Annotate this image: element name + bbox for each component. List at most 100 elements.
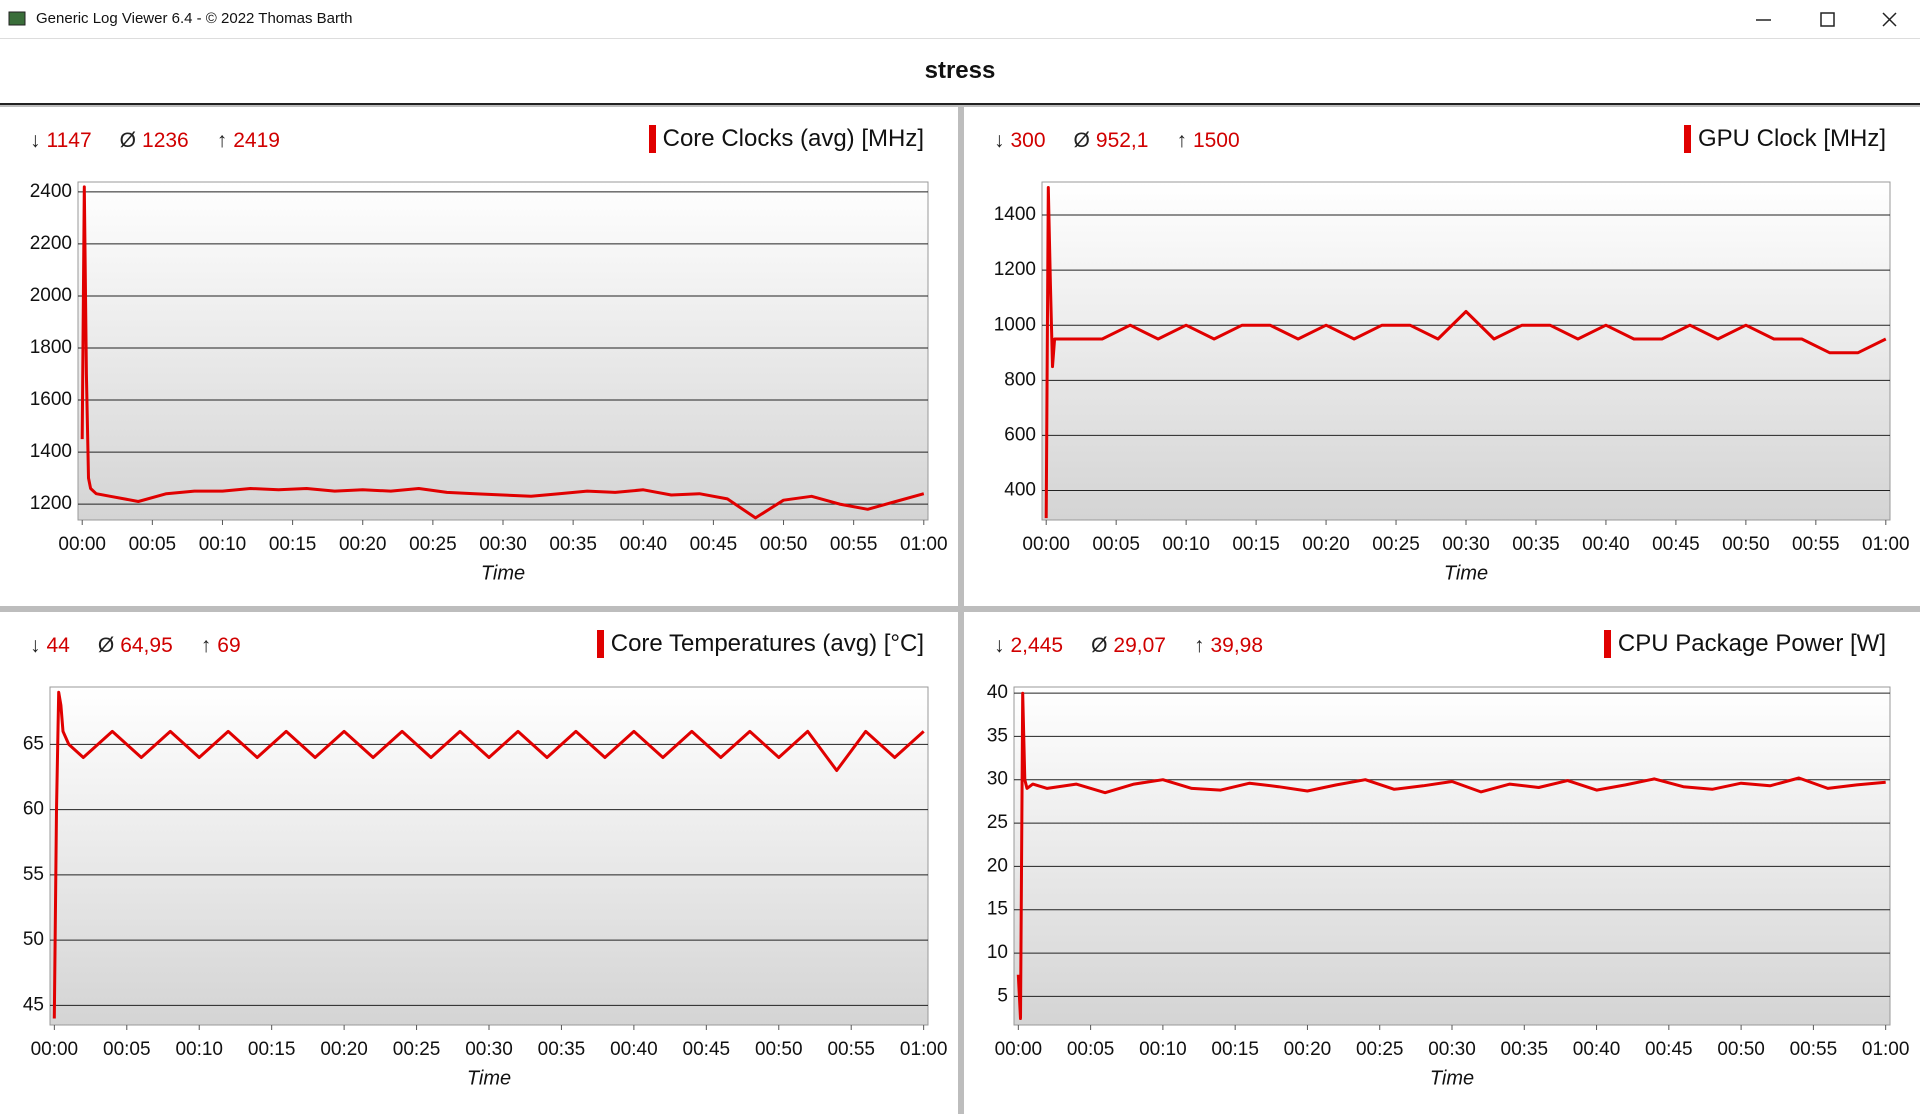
legend: Core Temperatures (avg) [°C] [596, 630, 924, 658]
x-axis-label: Time [1430, 1067, 1474, 1089]
stat: Ø 952,1 [1074, 129, 1149, 153]
x-tick-label: 00:35 [1501, 1039, 1549, 1060]
x-tick-label: 00:50 [1722, 534, 1770, 555]
x-tick-label: 00:00 [995, 1039, 1043, 1060]
plot-area [49, 686, 929, 1026]
x-tick-label: 00:15 [1211, 1039, 1259, 1060]
x-tick-label: 00:30 [1442, 534, 1490, 555]
title-bar-icons [8, 11, 1897, 27]
x-tick-label: 01:00 [1862, 534, 1910, 555]
y-tick-label: 20 [987, 855, 1008, 876]
y-tick-label: 400 [1004, 480, 1036, 501]
y-tick-label: 1800 [30, 337, 72, 358]
x-tick-label: 00:30 [1428, 1039, 1476, 1060]
x-tick-label: 00:00 [58, 534, 106, 555]
y-tick-label: 1200 [30, 493, 72, 514]
stat-value: 300 [1010, 129, 1046, 152]
x-tick-label: 00:10 [1139, 1039, 1187, 1060]
stat-symbol: Ø [1073, 129, 1090, 152]
chart: 5 10 15 20 25 30 35 40 00:00 00:05 00:10 00:15 00:20… [987, 682, 1910, 1089]
x-tick-label: 00:00 [31, 1039, 79, 1060]
y-tick-label: 55 [23, 864, 44, 885]
x-tick-label: 00:05 [103, 1039, 151, 1060]
log-header: stress [0, 39, 1920, 105]
stat-value: 1147 [46, 129, 92, 152]
stat: ↑ 39,98 [1194, 634, 1263, 658]
legend-label: GPU Clock [MHz] [1697, 125, 1886, 152]
stat: ↓ 1147 [30, 129, 92, 153]
stat: Ø 1236 [120, 129, 189, 153]
x-tick-label: 01:00 [900, 534, 948, 555]
legend-swatch [1603, 630, 1611, 658]
title-bar: Generic Log Viewer 6.4 - © 2022 Thomas B… [0, 0, 1920, 39]
x-axis-label: Time [481, 562, 525, 584]
stat-symbol: ↑ [216, 129, 228, 152]
x-tick-label: 00:35 [1512, 534, 1560, 555]
y-tick-label: 1400 [994, 204, 1036, 225]
chart: 1200 1400 1600 1800 2000 2200 2400 00:00 00:05 00… [30, 181, 948, 584]
y-tick-label: 35 [987, 725, 1008, 746]
x-tick-label: 00:40 [619, 534, 667, 555]
x-tick-label: 00:20 [1302, 534, 1350, 555]
stat-value: 1500 [1192, 129, 1240, 152]
stat-symbol: ↓ [30, 129, 41, 152]
x-tick-label: 00:25 [409, 534, 457, 555]
stat-symbol: ↑ [200, 634, 212, 657]
stat-value: 64,95 [120, 634, 173, 657]
y-tick-label: 30 [987, 769, 1008, 790]
x-tick-label: 00:45 [1645, 1039, 1693, 1060]
stat-value: 39,98 [1210, 634, 1264, 657]
stat-symbol: ↑ [1176, 129, 1187, 152]
stat-symbol: ↑ [1193, 634, 1205, 657]
x-tick-label: 00:20 [1284, 1039, 1332, 1060]
stat-symbol: ↓ [30, 634, 41, 657]
stat: ↑ 2419 [217, 129, 280, 153]
chart: 400 600 800 1000 1200 1400 00:00 00:05 00:10 00:1… [994, 181, 1910, 584]
app-icon [8, 11, 26, 26]
legend: GPU Clock [MHz] [1683, 125, 1886, 153]
x-tick-label: 01:00 [900, 1039, 948, 1060]
x-tick-label: 00:40 [610, 1039, 658, 1060]
x-tick-label: 00:50 [1717, 1039, 1765, 1060]
y-tick-label: 40 [987, 682, 1008, 703]
x-tick-label: 00:15 [269, 534, 317, 555]
log-title: stress [924, 57, 996, 84]
x-tick-label: 00:40 [1573, 1039, 1621, 1060]
legend-swatch [1683, 125, 1691, 153]
legend-swatch [648, 125, 656, 153]
x-tick-label: 00:35 [549, 534, 597, 555]
stats-row: ↓ 300 Ø 952,1 ↑ 1500 [994, 129, 1240, 153]
x-tick-label: 00:50 [760, 534, 808, 555]
plot-area [1041, 181, 1891, 521]
y-tick-label: 1000 [994, 314, 1036, 335]
legend-label: Core Clocks (avg) [MHz] [662, 125, 924, 152]
x-tick-label: 00:55 [1790, 1039, 1838, 1060]
stat-value: 2,445 [1010, 634, 1064, 657]
y-tick-label: 2000 [30, 285, 72, 306]
stat-symbol: ↓ [994, 634, 1005, 657]
x-axis-label: Time [1444, 562, 1488, 584]
close-button[interactable] [1882, 12, 1897, 27]
stat-symbol: Ø [1091, 634, 1108, 657]
chart-panel: 1200 1400 1600 1800 2000 2200 2400 00:00 00:05 00… [0, 107, 958, 606]
data-line [1016, 691, 1886, 1020]
legend: CPU Package Power [W] [1603, 630, 1886, 658]
x-tick-label: 00:15 [1232, 534, 1280, 555]
stat: ↑ 1500 [1176, 129, 1239, 153]
legend-swatch [596, 630, 604, 658]
y-tick-label: 45 [23, 994, 44, 1015]
chart-panel: 400 600 800 1000 1200 1400 00:00 00:05 00:10 00:1… [964, 107, 1920, 606]
y-tick-label: 60 [23, 799, 44, 820]
x-tick-label: 00:10 [199, 534, 247, 555]
maximize-button[interactable] [1820, 12, 1835, 27]
stats-row: ↓ 44 Ø 64,95 ↑ 69 [30, 634, 241, 658]
stat-value: 69 [217, 634, 241, 657]
stat: ↓ 44 [30, 634, 70, 658]
stat: ↓ 2,445 [994, 634, 1063, 658]
stat: Ø 64,95 [98, 634, 173, 658]
x-tick-label: 00:55 [830, 534, 878, 555]
stat-value: 29,07 [1113, 634, 1166, 657]
stat-value: 44 [46, 634, 70, 657]
x-tick-label: 00:25 [393, 1039, 441, 1060]
